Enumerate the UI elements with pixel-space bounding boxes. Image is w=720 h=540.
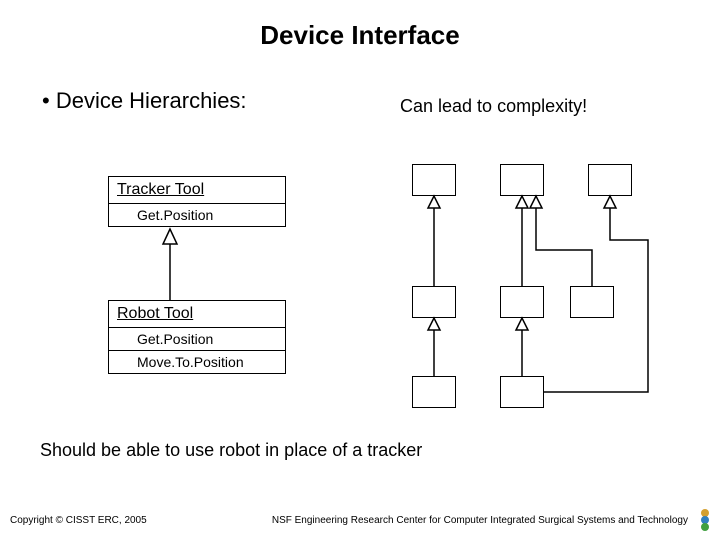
uml-method-movetoposition: Move.To.Position: [109, 350, 285, 373]
complexity-label: Can lead to complexity!: [400, 96, 587, 117]
grid-box-r1c0: [412, 286, 456, 318]
uml-box-robot-tool: Robot Tool Get.Position Move.To.Position: [108, 300, 286, 374]
grid-box-r2c1: [500, 376, 544, 408]
grid-box-r0c1: [500, 164, 544, 196]
bullet-device-hierarchies: • Device Hierarchies:: [42, 88, 247, 114]
grid-box-r1c2: [570, 286, 614, 318]
uml-box-tracker-tool: Tracker Tool Get.Position: [108, 176, 286, 227]
page-title: Device Interface: [0, 20, 720, 51]
footer-logo-icon: [698, 508, 712, 532]
uml-title-robot: Robot Tool: [109, 301, 285, 328]
grid-box-r0c2: [588, 164, 632, 196]
grid-box-r0c0: [412, 164, 456, 196]
footer-credit: NSF Engineering Research Center for Comp…: [272, 515, 688, 526]
uml-method-getposition: Get.Position: [109, 204, 285, 226]
summary-text: Should be able to use robot in place of …: [40, 440, 422, 461]
grid-box-r2c0: [412, 376, 456, 408]
copyright-text: Copyright © CISST ERC, 2005: [10, 515, 147, 526]
uml-method-getposition: Get.Position: [109, 328, 285, 350]
grid-box-r1c1: [500, 286, 544, 318]
uml-title-tracker: Tracker Tool: [109, 177, 285, 204]
